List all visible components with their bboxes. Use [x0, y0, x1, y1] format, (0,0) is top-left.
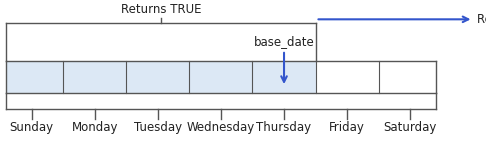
- Text: Tuesday: Tuesday: [134, 121, 182, 134]
- Text: Friday: Friday: [329, 121, 365, 134]
- Bar: [6, 61, 315, 93]
- Text: Returns TRUE: Returns TRUE: [121, 3, 201, 16]
- Text: Thursday: Thursday: [257, 121, 312, 134]
- Text: Monday: Monday: [71, 121, 118, 134]
- Text: Saturday: Saturday: [383, 121, 437, 134]
- Text: base_date: base_date: [254, 35, 314, 48]
- Text: Wednesday: Wednesday: [187, 121, 255, 134]
- Text: Sunday: Sunday: [10, 121, 53, 134]
- Text: Returns FALSE: Returns FALSE: [477, 13, 486, 26]
